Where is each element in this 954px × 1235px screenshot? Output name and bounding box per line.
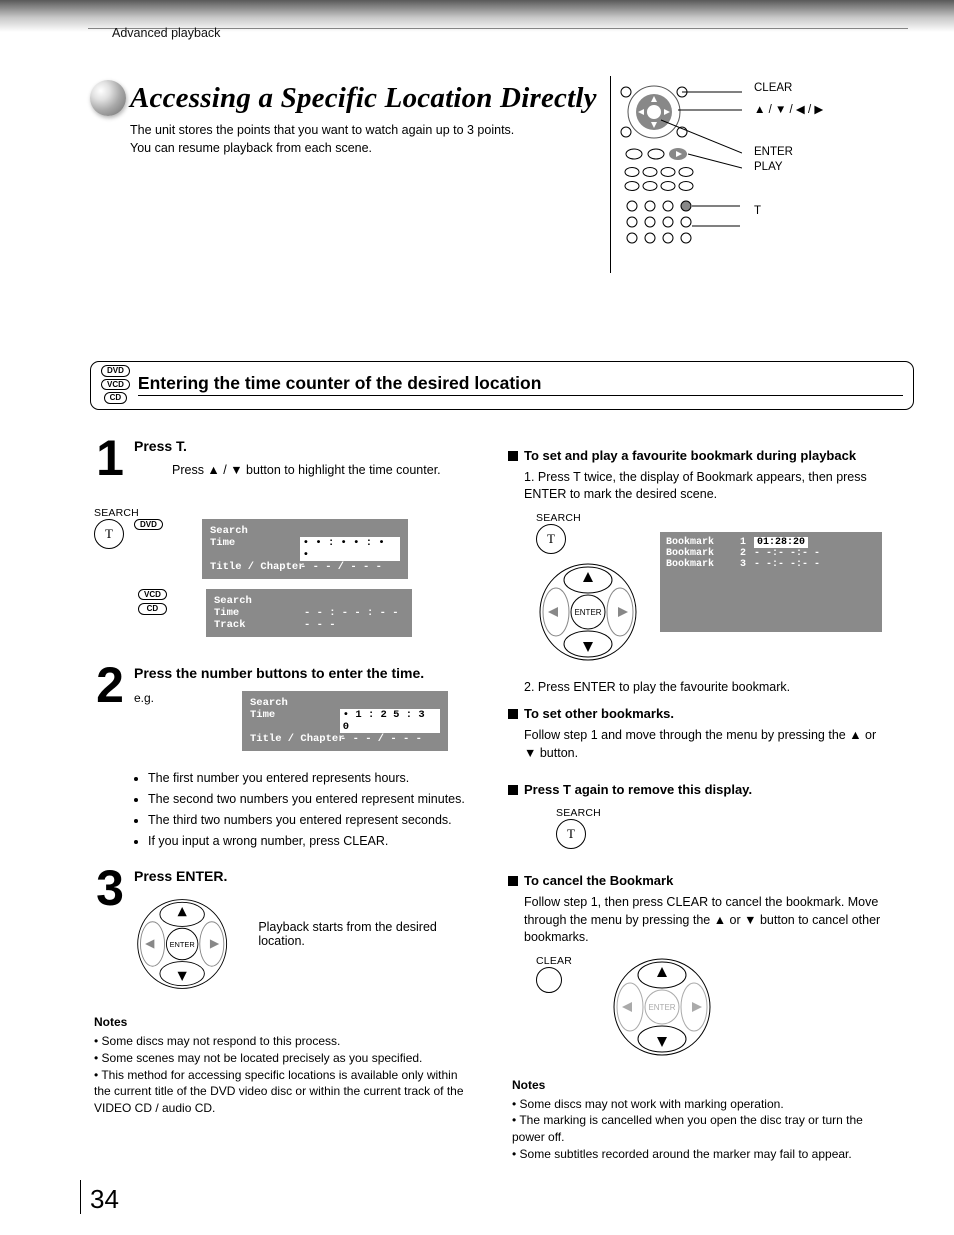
- note-l1: Some discs may not respond to this proce…: [102, 1034, 341, 1048]
- step3-text: Playback starts from the desired locatio…: [258, 920, 470, 948]
- right-h2: To set other bookmarks.: [524, 706, 674, 721]
- note-r2: The marking is cancelled when you open t…: [512, 1113, 863, 1144]
- osd-panel-3: Search Time• 1 : 2 5 : 3 0 Title / Chapt…: [242, 691, 448, 751]
- notes-left-title: Notes: [94, 1014, 470, 1031]
- svg-text:ENTER: ENTER: [170, 940, 195, 949]
- section-heading: DVD VCD CD Entering the time counter of …: [90, 361, 914, 410]
- remote-label-arrows: ▲ / ▼ / ◀ / ▶: [750, 104, 910, 118]
- clear-button-icon: [536, 967, 562, 993]
- right-h4: To cancel the Bookmark: [524, 873, 673, 888]
- badge-cd: CD: [104, 392, 128, 404]
- page-title: Accessing a Specific Location Directly: [130, 82, 597, 115]
- osd-panel-1: Search Time• • : • • : • • Title / Chapt…: [202, 519, 408, 579]
- badge-vcd-inline: VCD: [138, 589, 167, 601]
- step2-bullet-4: If you input a wrong number, press CLEAR…: [148, 832, 470, 850]
- section-title: Entering the time counter of the desired…: [138, 373, 903, 394]
- intro-line1: The unit stores the points that you want…: [130, 123, 514, 137]
- bookmark-osd: Bookmark101:28:20 Bookmark2- -:- -:- - B…: [660, 532, 882, 632]
- right-p4: Follow step 1, then press CLEAR to cance…: [524, 894, 888, 947]
- step2-bullet-3: The third two numbers you entered repres…: [148, 811, 470, 829]
- dpad-icon: ENTER: [134, 892, 230, 996]
- osd-panel-2: Search Time- - : - - : - - Track- - -: [206, 589, 412, 637]
- t-button-right2: T: [556, 819, 586, 849]
- note-r3: Some subtitles recorded around the marke…: [520, 1147, 852, 1161]
- left-column: 1 Press T. Press ▲ / ▼ button to highlig…: [90, 438, 470, 1163]
- search-label-right2: SEARCH: [556, 807, 888, 819]
- step2-eg: e.g.: [134, 691, 174, 705]
- remote-label-enter: ENTER: [750, 146, 910, 160]
- page-number: 34: [90, 1184, 119, 1215]
- step2-bullets: The first number you entered represents …: [148, 769, 470, 851]
- svg-text:ENTER: ENTER: [574, 608, 601, 617]
- remote-diagram: CLEAR ▲ / ▼ / ◀ / ▶ ENTER PLAY T: [610, 76, 910, 273]
- badge-dvd: DVD: [101, 365, 130, 377]
- step2-title: Press the number buttons to enter the ti…: [134, 665, 470, 681]
- breadcrumb: Advanced playback: [90, 26, 914, 40]
- note-r1: Some discs may not work with marking ope…: [520, 1097, 784, 1111]
- remote-label-t: T: [750, 205, 910, 219]
- step-number-2: 2: [90, 665, 130, 705]
- dpad-icon-cancel: ENTER: [610, 955, 714, 1059]
- step2-bullet-1: The first number you entered represents …: [148, 769, 470, 787]
- badge-vcd: VCD: [101, 379, 130, 391]
- step-number-1: 1: [90, 438, 130, 478]
- intro-line2: You can resume playback from each scene.: [130, 141, 372, 155]
- right-p1: 1. Press T twice, the display of Bookmar…: [524, 469, 888, 504]
- notes-right: Notes • Some discs may not work with mar…: [512, 1077, 888, 1163]
- bullet-square-3: [508, 785, 518, 795]
- right-column: To set and play a favourite bookmark dur…: [508, 438, 888, 1163]
- right-p3: Follow step 1 and move through the menu …: [524, 727, 888, 762]
- t-button-right: T: [536, 524, 566, 554]
- step3-title: Press ENTER.: [134, 868, 470, 884]
- bullet-square-2: [508, 709, 518, 719]
- right-h3: Press T again to remove this display.: [524, 782, 752, 797]
- t-button-icon: T: [94, 519, 124, 549]
- dpad-icon-right: ENTER: [536, 560, 640, 664]
- remote-label-play: PLAY: [750, 161, 910, 175]
- badge-cd-inline: CD: [138, 603, 167, 615]
- right-h1: To set and play a favourite bookmark dur…: [524, 448, 856, 463]
- note-l3: This method for accessing specific locat…: [94, 1068, 464, 1116]
- notes-left: Notes • Some discs may not respond to th…: [94, 1014, 470, 1117]
- search-label-1: SEARCH: [94, 507, 470, 519]
- bullet-square-1: [508, 451, 518, 461]
- step1-text: Press ▲ / ▼ button to highlight the time…: [172, 462, 470, 479]
- remote-label-clear: CLEAR: [750, 82, 910, 96]
- svg-text:ENTER: ENTER: [648, 1003, 675, 1012]
- decorative-orb: [90, 80, 126, 116]
- step1-title: Press T.: [134, 438, 470, 454]
- section-rule: [138, 395, 903, 397]
- bullet-square-4: [508, 876, 518, 886]
- remote-icon: [618, 80, 742, 264]
- note-l2: Some scenes may not be located precisely…: [102, 1051, 423, 1065]
- search-label-right: SEARCH: [536, 512, 640, 524]
- clear-label: CLEAR: [536, 955, 572, 967]
- right-p2: 2. Press ENTER to play the favourite boo…: [524, 679, 888, 697]
- notes-right-title: Notes: [512, 1077, 888, 1094]
- step-number-3: 3: [90, 868, 130, 908]
- step2-bullet-2: The second two numbers you entered repre…: [148, 790, 470, 808]
- badge-dvd-inline: DVD: [134, 519, 163, 531]
